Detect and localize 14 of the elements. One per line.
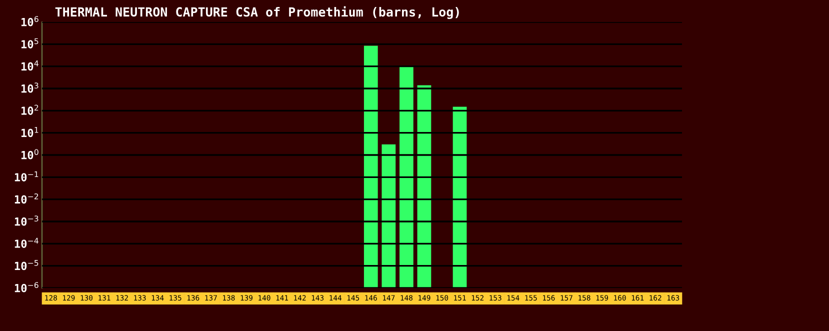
y-tick-label: 10$^{−2}$ bbox=[14, 193, 38, 204]
y-tick-label: 10$^{−3}$ bbox=[14, 216, 38, 226]
y-tick-label: 10$^{4}$ bbox=[21, 60, 38, 71]
y-tick-label: 10$^{2}$ bbox=[21, 104, 38, 115]
y-tick-label: 10$^{−1}$ bbox=[14, 171, 38, 182]
y-tick-label: 10$^{1}$ bbox=[21, 127, 38, 138]
y-tick-label: 10$^{3}$ bbox=[21, 82, 38, 93]
y-tick-label: 10$^{−5}$ bbox=[14, 260, 38, 270]
y-tick-label: 10$^{5}$ bbox=[21, 38, 38, 48]
y-tick-label: 10$^{6}$ bbox=[21, 16, 38, 26]
chart-title: THERMAL NEUTRON CAPTURE CSA of Promethium (barns, Log) bbox=[55, 6, 459, 20]
y-tick-label: 10$^{−4}$ bbox=[14, 238, 38, 248]
y-tick-label: 10$^{−6}$ bbox=[14, 282, 38, 292]
y-tick-label: 10$^{0}$ bbox=[21, 149, 38, 160]
